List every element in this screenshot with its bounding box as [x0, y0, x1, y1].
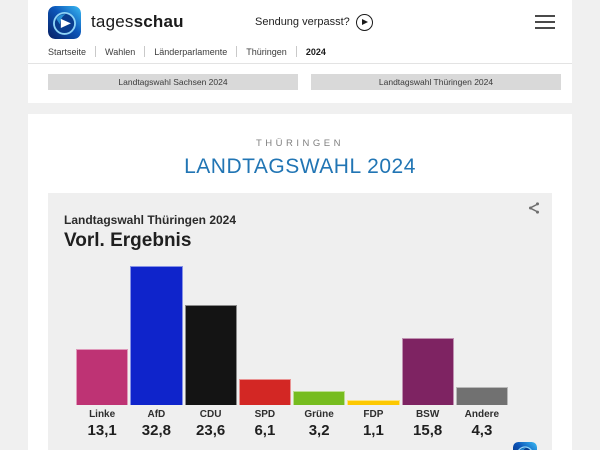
tagesschau-logo-icon[interactable] [48, 5, 81, 39]
party-label: SPD [254, 409, 276, 420]
chart-title: Landtagswahl Thüringen 2024 [64, 213, 237, 227]
bar-linke[interactable] [76, 349, 129, 405]
page-container: tagesschau Sendung verpasst? Startseite W… [28, 0, 572, 450]
party-value: 15,8 [413, 422, 443, 439]
brand-wordmark[interactable]: tagesschau [91, 12, 184, 31]
chart-subtitle: Vorl. Ergebnis [64, 230, 192, 251]
bar-afd[interactable] [130, 266, 183, 405]
party-label: BSW [415, 409, 440, 420]
party-label: Andere [464, 409, 500, 420]
bar-andere[interactable] [455, 387, 508, 405]
party-value: 23,6 [196, 422, 226, 439]
breadcrumb-item-thüringen[interactable]: Thüringen [246, 46, 287, 57]
sendung-verpasst-label: Sendung verpasst? [255, 16, 350, 28]
bars-row: Linke 13,1 AfD 32,8 CDU 23,6 SPD 6,1 Grüne 3,2 FDP… [76, 265, 508, 439]
tagesschau-watermark-icon [513, 442, 537, 450]
bar-fdp[interactable] [347, 400, 400, 405]
party-value: 32,8 [141, 422, 171, 439]
bar-column-bsw: BSW 15,8 [401, 265, 454, 439]
tab-landtagswahl-sachsen-2024[interactable]: Landtagswahl Sachsen 2024 [48, 74, 298, 90]
page-title: LANDTAGSWAHL 2024 [184, 155, 416, 178]
breadcrumb-item-2024[interactable]: 2024 [305, 46, 326, 57]
bar-column-andere: Andere 4,3 [455, 265, 508, 439]
breadcrumb-divider [295, 46, 297, 57]
bar-column-fdp: FDP 1,1 [347, 265, 400, 439]
party-label: CDU [199, 409, 222, 420]
breadcrumb-item-startseite[interactable]: Startseite [48, 46, 87, 57]
breadcrumb: Startseite Wahlen Länderparlamente Thüringe… [28, 41, 572, 64]
breadcrumb-divider [144, 46, 146, 57]
party-label: Grüne [304, 409, 334, 420]
bar-column-afd: AfD 32,8 [130, 265, 183, 439]
bar-column-grüne: Grüne 3,2 [293, 265, 346, 439]
election-tabs: Landtagswahl Sachsen 2024 Landtagswahl Th… [28, 64, 572, 103]
sendung-verpasst-link[interactable]: Sendung verpasst? [255, 3, 373, 41]
party-value: 13,1 [87, 422, 117, 439]
tab-landtagswahl-th-ringen-2024[interactable]: Landtagswahl Thüringen 2024 [311, 74, 561, 90]
bar-grüne[interactable] [293, 391, 346, 405]
page-kicker: THÜRINGEN [256, 138, 344, 149]
breadcrumb-item-länderparlamente[interactable]: Länderparlamente [154, 46, 228, 57]
bar-bsw[interactable] [401, 338, 454, 405]
bar-column-linke: Linke 13,1 [76, 265, 129, 439]
party-label: AfD [147, 409, 166, 420]
bar-column-cdu: CDU 23,6 [184, 265, 237, 439]
bar-spd[interactable] [238, 379, 291, 405]
site-header: tagesschau Sendung verpasst? Startseite W… [28, 0, 572, 103]
breadcrumb-item-wahlen[interactable]: Wahlen [105, 46, 136, 57]
party-value: 1,1 [362, 422, 384, 439]
share-icon[interactable] [527, 201, 541, 215]
party-label: Linke [89, 409, 116, 420]
party-label: FDP [363, 409, 384, 420]
breadcrumb-divider [236, 46, 238, 57]
party-value: 3,2 [308, 422, 330, 439]
play-icon[interactable] [355, 13, 373, 31]
party-value: 6,1 [254, 422, 276, 439]
main-content: THÜRINGEN LANDTAGSWAHL 2024 Landtagswahl… [28, 114, 572, 450]
bar-cdu[interactable] [184, 305, 237, 405]
results-chart-card: Landtagswahl Thüringen 2024 Vorl. Ergebn… [48, 193, 552, 450]
breadcrumb-divider [95, 46, 97, 57]
party-value: 4,3 [471, 422, 493, 439]
hamburger-menu-icon[interactable] [535, 15, 555, 29]
bar-column-spd: SPD 6,1 [238, 265, 291, 439]
